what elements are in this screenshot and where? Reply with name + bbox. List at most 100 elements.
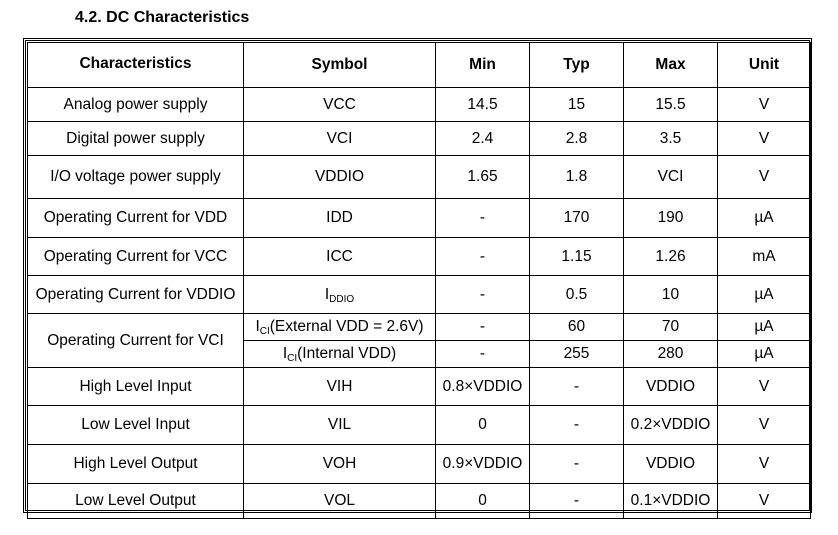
cell-min: 0 (435, 405, 530, 445)
table-row: Operating Current for VCC ICC - 1.15 1.2… (27, 237, 811, 276)
table-row: Analog power supply VCC 14.5 15 15.5 V (27, 87, 811, 122)
cell-min: - (435, 198, 530, 238)
cell-typ: - (529, 405, 624, 445)
cell-symbol: VCI (243, 121, 436, 156)
cell-min: - (435, 275, 530, 314)
symbol-subscript: DDIO (329, 293, 355, 305)
cell-unit: µA (717, 275, 811, 314)
cell-min: 14.5 (435, 87, 530, 122)
cell-symbol: ICI(Internal VDD) (243, 340, 436, 368)
cell-symbol: ICC (243, 237, 436, 276)
cell-max: 280 (623, 340, 718, 368)
table-row: ICI(Internal VDD) - 255 280 µA (28, 340, 811, 368)
cell-characteristics: Operating Current for VDDIO (27, 275, 244, 314)
symbol-main: I (282, 345, 288, 362)
cell-unit: µA (717, 313, 811, 341)
symbol-condition: (Internal VDD) (297, 345, 397, 362)
cell-symbol: VOL (243, 483, 436, 519)
cell-unit: µA (717, 340, 811, 368)
cell-unit: µA (717, 198, 811, 238)
header-unit: Unit (717, 42, 811, 88)
table-row: Digital power supply VCI 2.4 2.8 3.5 V (27, 121, 811, 156)
cell-unit: mA (717, 237, 811, 276)
cell-max: 70 (623, 313, 718, 341)
cell-min: 0.8×VDDIO (435, 367, 530, 406)
cell-max: 190 (623, 198, 718, 238)
cell-symbol: IDDIO (243, 275, 436, 314)
cell-unit: V (717, 483, 811, 519)
cell-min: 2.4 (435, 121, 530, 156)
cell-max: 0.2×VDDIO (623, 405, 718, 445)
cell-characteristics: Operating Current for VCC (27, 237, 244, 276)
header-characteristics: Characteristics (27, 42, 244, 88)
header-max: Max (623, 42, 718, 88)
cell-characteristics: Operating Current for VDD (27, 198, 244, 238)
symbol-condition: (External VDD = 2.6V) (269, 318, 424, 335)
cell-typ: 1.8 (529, 155, 624, 199)
cell-characteristics: Operating Current for VCI (27, 313, 244, 368)
header-symbol: Symbol (243, 42, 436, 88)
cell-typ: 170 (529, 198, 624, 238)
cell-max: 3.5 (623, 121, 718, 156)
cell-min: 0 (435, 483, 530, 519)
table-row: High Level Input VIH 0.8×VDDIO - VDDIO V (27, 367, 811, 406)
cell-symbol: ICI(External VDD = 2.6V) (243, 313, 436, 341)
symbol-main: I (255, 318, 260, 335)
cell-min: - (435, 340, 530, 368)
table-row: Low Level Input VIL 0 - 0.2×VDDIO V (27, 405, 811, 445)
cell-typ: - (529, 367, 624, 406)
cell-typ: 60 (529, 313, 624, 341)
cell-max: 1.26 (623, 237, 718, 276)
cell-characteristics: Low Level Input (27, 405, 244, 445)
cell-max: 15.5 (623, 87, 718, 122)
cell-symbol: VIL (243, 405, 436, 445)
cell-typ: 2.8 (529, 121, 624, 156)
dc-characteristics-table-frame: Characteristics Symbol Min Typ Max Unit … (23, 38, 812, 519)
cell-unit: V (717, 444, 811, 484)
header-min: Min (435, 42, 530, 88)
cell-characteristics: Analog power supply (27, 87, 244, 122)
table-row: High Level Output VOH 0.9×VDDIO - VDDIO … (27, 444, 811, 484)
cell-max: 0.1×VDDIO (623, 483, 718, 519)
cell-unit: V (717, 405, 811, 445)
header-typ: Typ (529, 42, 624, 88)
cell-symbol: IDD (243, 198, 436, 238)
cell-unit: V (717, 367, 811, 406)
cell-min: 1.65 (435, 155, 530, 199)
cell-symbol: VCC (243, 87, 436, 122)
table-row: Operating Current for VCI ICI(External V… (27, 313, 811, 368)
cell-min: - (435, 237, 530, 276)
section-title: 4.2. DC Characteristics (75, 9, 250, 26)
cell-unit: V (717, 155, 811, 199)
cell-symbol: VOH (243, 444, 436, 484)
table-row: Operating Current for VDDIO IDDIO - 0.5 … (27, 275, 811, 314)
cell-characteristics: High Level Input (27, 367, 244, 406)
dc-characteristics-table: Characteristics Symbol Min Typ Max Unit … (27, 42, 811, 519)
header-row: Characteristics Symbol Min Typ Max Unit (27, 42, 811, 88)
cell-characteristics: I/O voltage power supply (27, 155, 244, 199)
cell-unit: V (717, 121, 811, 156)
cell-max: VCI (623, 155, 718, 199)
symbol-subscript: CI (259, 326, 270, 337)
cell-unit: V (717, 87, 811, 122)
cell-max: VDDIO (623, 367, 718, 406)
symbol-subscript: CI (287, 353, 298, 364)
cell-typ: 15 (529, 87, 624, 122)
cell-typ: 0.5 (529, 275, 624, 314)
cell-typ: - (529, 483, 624, 519)
cell-max: 10 (623, 275, 718, 314)
cell-symbol: VIH (243, 367, 436, 406)
cell-typ: 255 (529, 340, 624, 368)
table-row: Low Level Output VOL 0 - 0.1×VDDIO V (27, 483, 811, 519)
table-row: I/O voltage power supply VDDIO 1.65 1.8 … (27, 155, 811, 199)
cell-typ: - (529, 444, 624, 484)
cell-characteristics: Digital power supply (27, 121, 244, 156)
cell-min: 0.9×VDDIO (435, 444, 530, 484)
cell-characteristics: Low Level Output (27, 483, 244, 519)
cell-max: VDDIO (623, 444, 718, 484)
cell-min: - (435, 313, 530, 341)
table-row: Operating Current for VDD IDD - 170 190 … (27, 198, 811, 238)
cell-characteristics: High Level Output (27, 444, 244, 484)
cell-typ: 1.15 (529, 237, 624, 276)
cell-symbol: VDDIO (243, 155, 436, 199)
